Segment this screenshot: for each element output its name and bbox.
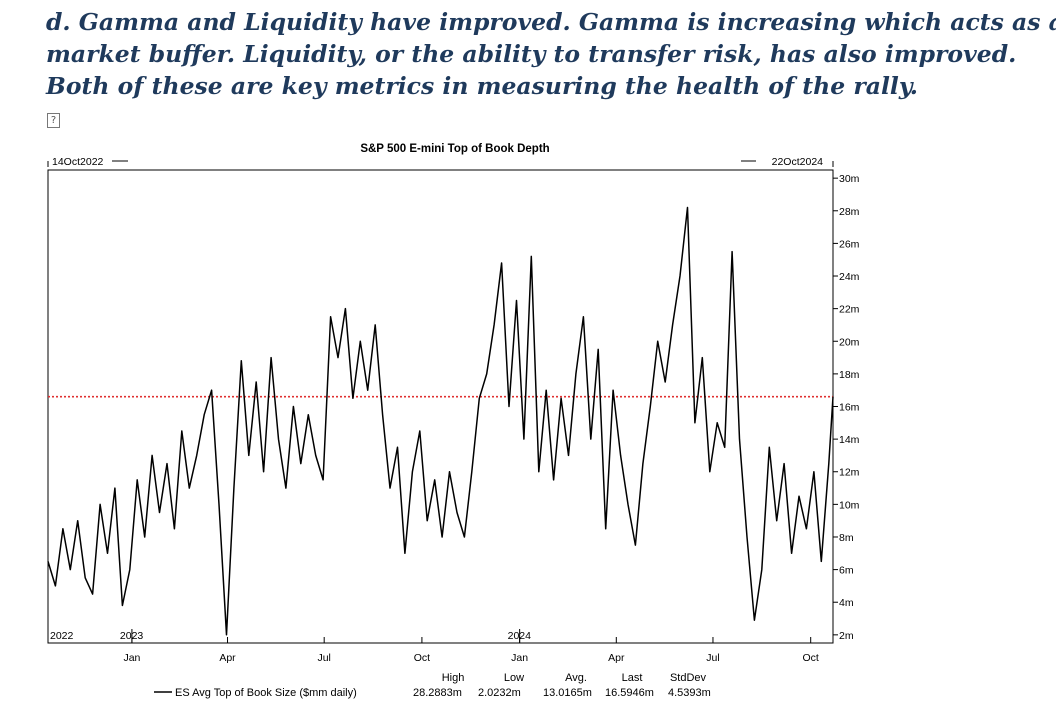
y-axis: 2m 4m 6m 8m 10m 12m 14m 16m 18m 20m 22m 24m 26m 28m 30… [833,173,860,642]
legend-stat-header: Last [622,672,643,684]
broken-image-icon: ? [47,113,60,128]
series-group [47,206,834,636]
x-tick-label: Apr [219,652,236,664]
legend-stat-value: 28.2883m [413,687,462,699]
legend-label: ES Avg Top of Book Size ($mm daily) [175,687,357,699]
legend-stat-value: 2.0232m [478,687,521,699]
date-range-labels: 14Oct2022 22Oct2024 [47,156,834,168]
year-label: 2024 [508,630,532,642]
y-tick-label: 6m [839,565,854,577]
y-tick-label: 10m [839,499,860,511]
y-tick-label: 4m [839,597,854,609]
paragraph-line: Both of these are key metrics in measuri… [46,72,918,100]
series-line [47,206,834,636]
year-label: 2023 [120,630,144,642]
year-label: 2022 [50,630,74,642]
y-tick-label: 22m [839,304,860,316]
commentary-paragraph: d. Gamma and Liquidity have improved. Ga… [46,6,1056,102]
legend-stat-value: 4.5393m [668,687,711,699]
y-tick-label: 2m [839,630,854,642]
y-tick-label: 12m [839,467,860,479]
x-axis: Jan Apr Jul Oct Jan Apr Jul Oct 2022 2023 2024 [47,629,819,664]
plot-frame [47,169,834,644]
x-tick-label: Oct [414,652,430,664]
chart-title: S&P 500 E-mini Top of Book Depth [360,143,549,155]
y-tick-label: 18m [839,369,860,381]
y-tick-label: 30m [839,173,860,185]
paragraph-line: d. Gamma and Liquidity have improved. Ga… [46,8,1056,36]
legend-stat-header: StdDev [670,672,707,684]
y-tick-label: 26m [839,238,860,250]
x-tick-label: Apr [608,652,625,664]
y-tick-label: 20m [839,336,860,348]
legend-stat-value: 16.5946m [605,687,654,699]
x-tick-label: Jan [511,652,528,664]
legend-stat-header: High [442,672,465,684]
legend-stat-value: 13.0165m [543,687,592,699]
y-tick-label: 16m [839,402,860,414]
range-end-label: 22Oct2024 [772,156,824,168]
x-tick-label: Jan [123,652,140,664]
x-tick-label: Oct [803,652,819,664]
legend-stat-header: Low [504,672,524,684]
paragraph-line: market buffer. Liquidity, or the ability… [46,40,1017,68]
y-tick-label: 8m [839,532,854,544]
x-tick-label: Jul [706,652,719,664]
legend: High Low Avg. Last StdDev ES Avg Top of Book … [154,672,711,699]
legend-stat-header: Avg. [565,672,587,684]
y-tick-label: 24m [839,271,860,283]
y-tick-label: 14m [839,434,860,446]
x-tick-label: Jul [317,652,330,664]
y-tick-label: 28m [839,206,860,218]
range-start-label: 14Oct2022 [52,156,104,168]
